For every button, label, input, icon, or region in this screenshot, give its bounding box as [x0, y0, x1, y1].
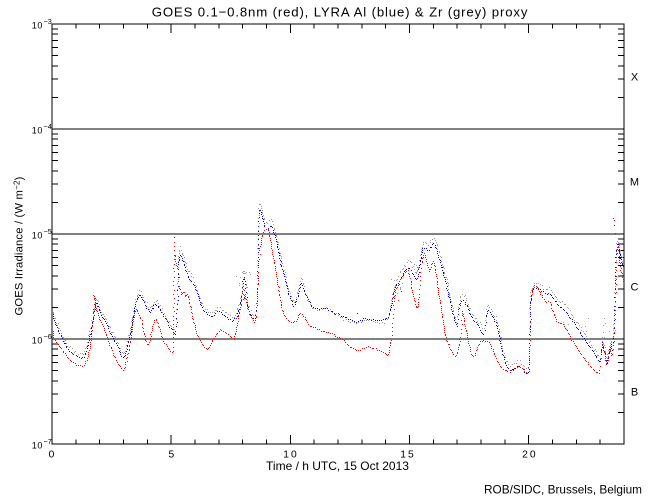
- svg-text:GOES 0.1−0.8nm (red), LYRA Al: GOES 0.1−0.8nm (red), LYRA Al (blue) & Z…: [152, 5, 529, 20]
- svg-text:Time / h UTC, 15 Oct 2013: Time / h UTC, 15 Oct 2013: [266, 459, 409, 473]
- svg-text:10: 10: [32, 21, 43, 31]
- svg-text:GOES Irradiance / (W m−2): GOES Irradiance / (W m−2): [13, 176, 26, 315]
- svg-text:−6: −6: [44, 332, 52, 341]
- svg-text:10: 10: [32, 336, 43, 346]
- svg-text:−4: −4: [44, 122, 52, 131]
- svg-text:X: X: [631, 72, 639, 84]
- svg-text:10: 10: [32, 441, 43, 451]
- svg-text:10: 10: [32, 231, 43, 241]
- svg-text:5: 5: [169, 450, 175, 461]
- svg-text:10: 10: [32, 126, 43, 136]
- svg-text:M: M: [630, 177, 639, 189]
- svg-text:20: 20: [522, 450, 537, 461]
- svg-text:−3: −3: [44, 17, 52, 26]
- svg-text:15: 15: [400, 450, 415, 461]
- svg-text:C: C: [631, 282, 639, 294]
- svg-text:ROB/SIDC, Brussels, Belgium: ROB/SIDC, Brussels, Belgium: [484, 483, 642, 497]
- svg-text:−7: −7: [44, 437, 52, 446]
- svg-text:0: 0: [49, 450, 55, 461]
- svg-text:10: 10: [283, 450, 298, 461]
- svg-text:B: B: [631, 387, 638, 399]
- svg-text:−5: −5: [44, 227, 52, 236]
